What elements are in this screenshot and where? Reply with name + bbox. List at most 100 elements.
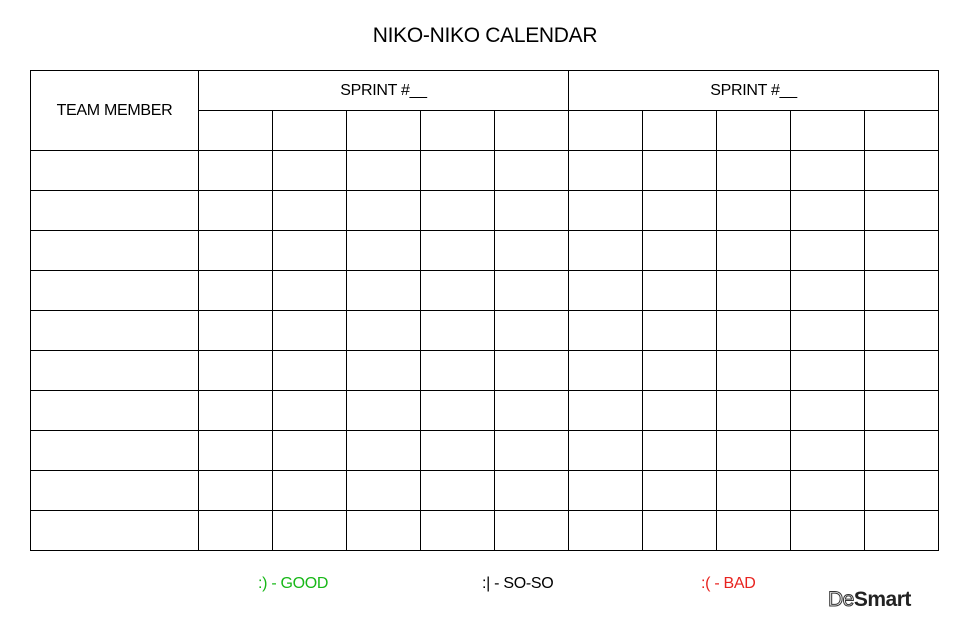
mood-cell[interactable] — [420, 310, 495, 351]
mood-cell[interactable] — [420, 470, 495, 511]
member-name-cell[interactable] — [30, 510, 199, 551]
mood-cell[interactable] — [420, 150, 495, 191]
mood-cell[interactable] — [493, 230, 570, 271]
mood-cell[interactable] — [716, 230, 792, 271]
mood-cell[interactable] — [864, 230, 940, 271]
mood-cell[interactable] — [568, 350, 644, 391]
mood-cell[interactable] — [272, 310, 347, 351]
mood-cell[interactable] — [864, 150, 940, 191]
mood-cell[interactable] — [642, 430, 718, 471]
mood-cell[interactable] — [272, 390, 347, 431]
mood-cell[interactable] — [642, 270, 718, 311]
mood-cell[interactable] — [420, 510, 495, 551]
mood-cell[interactable] — [198, 470, 273, 511]
member-name-cell[interactable] — [30, 190, 199, 231]
member-name-cell[interactable] — [30, 270, 199, 311]
mood-cell[interactable] — [420, 230, 495, 271]
mood-cell[interactable] — [198, 190, 273, 231]
mood-cell[interactable] — [790, 230, 866, 271]
mood-cell[interactable] — [864, 190, 940, 231]
mood-cell[interactable] — [716, 430, 792, 471]
mood-cell[interactable] — [493, 190, 570, 231]
mood-cell[interactable] — [716, 350, 792, 391]
mood-cell[interactable] — [272, 350, 347, 391]
day-cell[interactable] — [864, 110, 940, 151]
day-cell[interactable] — [272, 110, 347, 151]
mood-cell[interactable] — [642, 230, 718, 271]
mood-cell[interactable] — [198, 510, 273, 551]
mood-cell[interactable] — [346, 470, 421, 511]
mood-cell[interactable] — [790, 190, 866, 231]
mood-cell[interactable] — [790, 390, 866, 431]
mood-cell[interactable] — [346, 150, 421, 191]
mood-cell[interactable] — [642, 190, 718, 231]
mood-cell[interactable] — [790, 310, 866, 351]
mood-cell[interactable] — [493, 310, 570, 351]
mood-cell[interactable] — [493, 150, 570, 191]
mood-cell[interactable] — [568, 230, 644, 271]
mood-cell[interactable] — [716, 310, 792, 351]
mood-cell[interactable] — [493, 270, 570, 311]
mood-cell[interactable] — [493, 350, 570, 391]
mood-cell[interactable] — [272, 430, 347, 471]
mood-cell[interactable] — [198, 310, 273, 351]
mood-cell[interactable] — [198, 430, 273, 471]
mood-cell[interactable] — [568, 270, 644, 311]
day-cell[interactable] — [346, 110, 421, 151]
mood-cell[interactable] — [346, 230, 421, 271]
mood-cell[interactable] — [272, 270, 347, 311]
mood-cell[interactable] — [493, 470, 570, 511]
mood-cell[interactable] — [420, 270, 495, 311]
mood-cell[interactable] — [568, 150, 644, 191]
member-name-cell[interactable] — [30, 390, 199, 431]
member-name-cell[interactable] — [30, 430, 199, 471]
mood-cell[interactable] — [864, 310, 940, 351]
mood-cell[interactable] — [568, 510, 644, 551]
day-cell[interactable] — [493, 110, 570, 151]
mood-cell[interactable] — [864, 270, 940, 311]
mood-cell[interactable] — [716, 190, 792, 231]
mood-cell[interactable] — [716, 270, 792, 311]
mood-cell[interactable] — [568, 430, 644, 471]
mood-cell[interactable] — [272, 190, 347, 231]
mood-cell[interactable] — [716, 510, 792, 551]
mood-cell[interactable] — [642, 390, 718, 431]
mood-cell[interactable] — [716, 150, 792, 191]
mood-cell[interactable] — [346, 430, 421, 471]
mood-cell[interactable] — [346, 270, 421, 311]
day-cell[interactable] — [568, 110, 644, 151]
mood-cell[interactable] — [568, 310, 644, 351]
mood-cell[interactable] — [198, 230, 273, 271]
mood-cell[interactable] — [346, 310, 421, 351]
mood-cell[interactable] — [642, 150, 718, 191]
mood-cell[interactable] — [198, 150, 273, 191]
member-name-cell[interactable] — [30, 350, 199, 391]
day-cell[interactable] — [420, 110, 495, 151]
day-cell[interactable] — [198, 110, 273, 151]
member-name-cell[interactable] — [30, 470, 199, 511]
member-name-cell[interactable] — [30, 310, 199, 351]
mood-cell[interactable] — [790, 510, 866, 551]
mood-cell[interactable] — [864, 390, 940, 431]
mood-cell[interactable] — [198, 350, 273, 391]
mood-cell[interactable] — [790, 270, 866, 311]
mood-cell[interactable] — [716, 390, 792, 431]
mood-cell[interactable] — [642, 510, 718, 551]
mood-cell[interactable] — [568, 390, 644, 431]
member-name-cell[interactable] — [30, 230, 199, 271]
mood-cell[interactable] — [346, 390, 421, 431]
day-cell[interactable] — [790, 110, 866, 151]
mood-cell[interactable] — [864, 470, 940, 511]
mood-cell[interactable] — [790, 430, 866, 471]
mood-cell[interactable] — [420, 390, 495, 431]
mood-cell[interactable] — [420, 350, 495, 391]
mood-cell[interactable] — [790, 470, 866, 511]
mood-cell[interactable] — [493, 510, 570, 551]
mood-cell[interactable] — [346, 190, 421, 231]
mood-cell[interactable] — [272, 150, 347, 191]
mood-cell[interactable] — [198, 390, 273, 431]
mood-cell[interactable] — [790, 350, 866, 391]
mood-cell[interactable] — [420, 190, 495, 231]
mood-cell[interactable] — [642, 310, 718, 351]
mood-cell[interactable] — [420, 430, 495, 471]
